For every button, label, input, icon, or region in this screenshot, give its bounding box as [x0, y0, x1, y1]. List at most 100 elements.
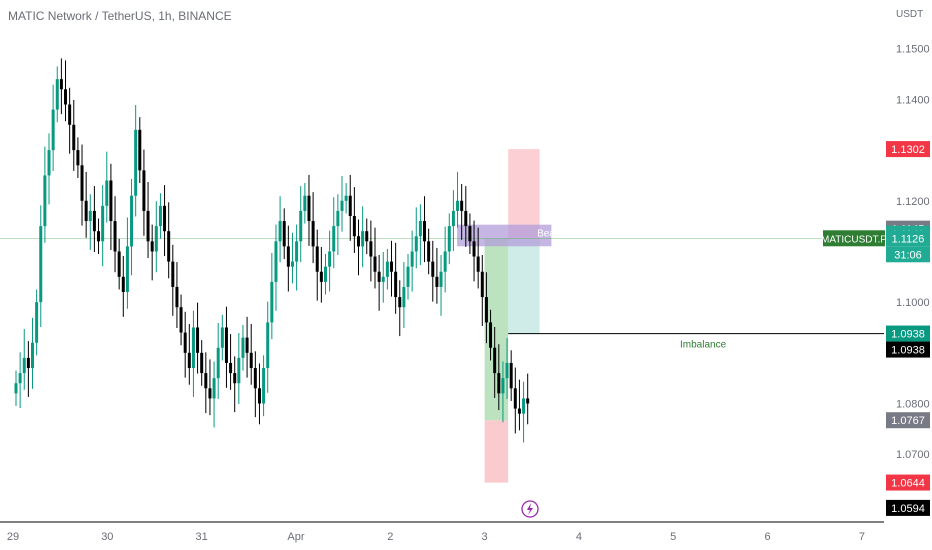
candle: [274, 224, 278, 311]
candle-body: [262, 368, 266, 404]
candle-body: [295, 241, 299, 262]
candle: [175, 262, 179, 328]
candle-body: [266, 322, 270, 369]
candle-body: [200, 352, 204, 374]
candle-body: [18, 373, 22, 384]
candle-body: [439, 271, 443, 287]
candle-body: [398, 297, 402, 308]
candle: [311, 192, 315, 264]
candle-body: [163, 205, 167, 232]
x-tick-label: 6: [764, 531, 770, 543]
y-tick-label: 1.1500: [896, 44, 930, 56]
candle: [249, 323, 253, 385]
y-tick-label: 1.1200: [896, 196, 930, 208]
candle: [356, 219, 360, 276]
candle-body: [208, 388, 212, 399]
candle-body: [418, 221, 422, 237]
candle: [138, 117, 142, 184]
candle-body: [423, 221, 427, 242]
candle: [233, 356, 237, 413]
candle: [373, 227, 377, 289]
candle: [125, 217, 129, 309]
candle: [472, 220, 476, 282]
candle: [229, 334, 233, 390]
candle-body: [229, 362, 233, 374]
candle: [414, 207, 418, 269]
candle-body: [497, 373, 501, 394]
lightning-bolt: [527, 503, 533, 515]
x-tick-label: 2: [387, 531, 393, 543]
candle-body: [451, 210, 455, 227]
symbol-tag: MATICUSDT.P: [821, 234, 887, 245]
candle-body: [39, 226, 43, 303]
candle: [64, 60, 68, 122]
candle-body: [43, 175, 47, 227]
candle: [154, 201, 158, 273]
candle-body: [14, 383, 18, 394]
candle: [76, 137, 80, 178]
candle: [385, 248, 389, 290]
candle-body: [501, 378, 505, 394]
candle: [377, 255, 381, 311]
price-label: 1.1302: [886, 141, 930, 158]
candle-body: [216, 347, 220, 379]
candle-body: [476, 256, 480, 272]
candle-body: [35, 302, 39, 343]
candle: [443, 226, 447, 293]
candle-body: [59, 79, 63, 90]
candle-body: [187, 352, 191, 369]
candle: [105, 151, 109, 223]
candle-body: [68, 104, 72, 125]
long-stop-zone: [484, 420, 509, 483]
countdown-bg: [886, 246, 930, 263]
candle: [295, 224, 299, 291]
candle: [208, 359, 212, 416]
candle: [410, 230, 414, 292]
x-tick-label: 3: [482, 531, 488, 543]
candle-body: [311, 221, 315, 247]
bearish-ob-label: Bearish OB: [537, 229, 588, 240]
candle-body: [257, 388, 261, 404]
candle-body: [105, 180, 109, 206]
candle: [237, 333, 241, 405]
candle-body: [472, 241, 476, 257]
candle: [31, 317, 35, 389]
candle: [167, 202, 171, 279]
candle-body: [315, 246, 319, 272]
candle: [163, 185, 167, 257]
candle-body: [109, 180, 113, 222]
candle: [130, 178, 134, 276]
price-label-bg: [886, 499, 930, 516]
candle: [328, 230, 332, 292]
candle-body: [414, 236, 418, 252]
candle-body: [373, 256, 377, 272]
candle-body: [447, 226, 451, 252]
candle-body: [505, 362, 509, 379]
candle-body: [377, 271, 381, 282]
candle: [315, 229, 319, 301]
candle-body: [130, 195, 134, 247]
candle: [435, 247, 439, 304]
candle-body: [76, 150, 80, 166]
candle: [340, 175, 344, 232]
candle-body: [286, 246, 290, 267]
candle: [344, 183, 348, 214]
currency-label: USDT: [896, 9, 923, 20]
candle: [299, 186, 303, 263]
candle-body: [88, 210, 92, 222]
lightning-icon: [521, 500, 539, 518]
candle: [451, 190, 455, 251]
candle: [439, 255, 443, 316]
candle-body: [282, 221, 286, 247]
candle-body: [356, 236, 360, 247]
candle: [109, 163, 113, 250]
candle: [484, 272, 488, 344]
candle-body: [369, 241, 373, 257]
candle: [55, 66, 59, 123]
candle: [22, 329, 26, 390]
candle-body: [80, 165, 84, 201]
price-label: 1.0644: [886, 474, 930, 491]
candle: [142, 149, 146, 236]
imbalance-label: Imbalance: [680, 340, 727, 351]
